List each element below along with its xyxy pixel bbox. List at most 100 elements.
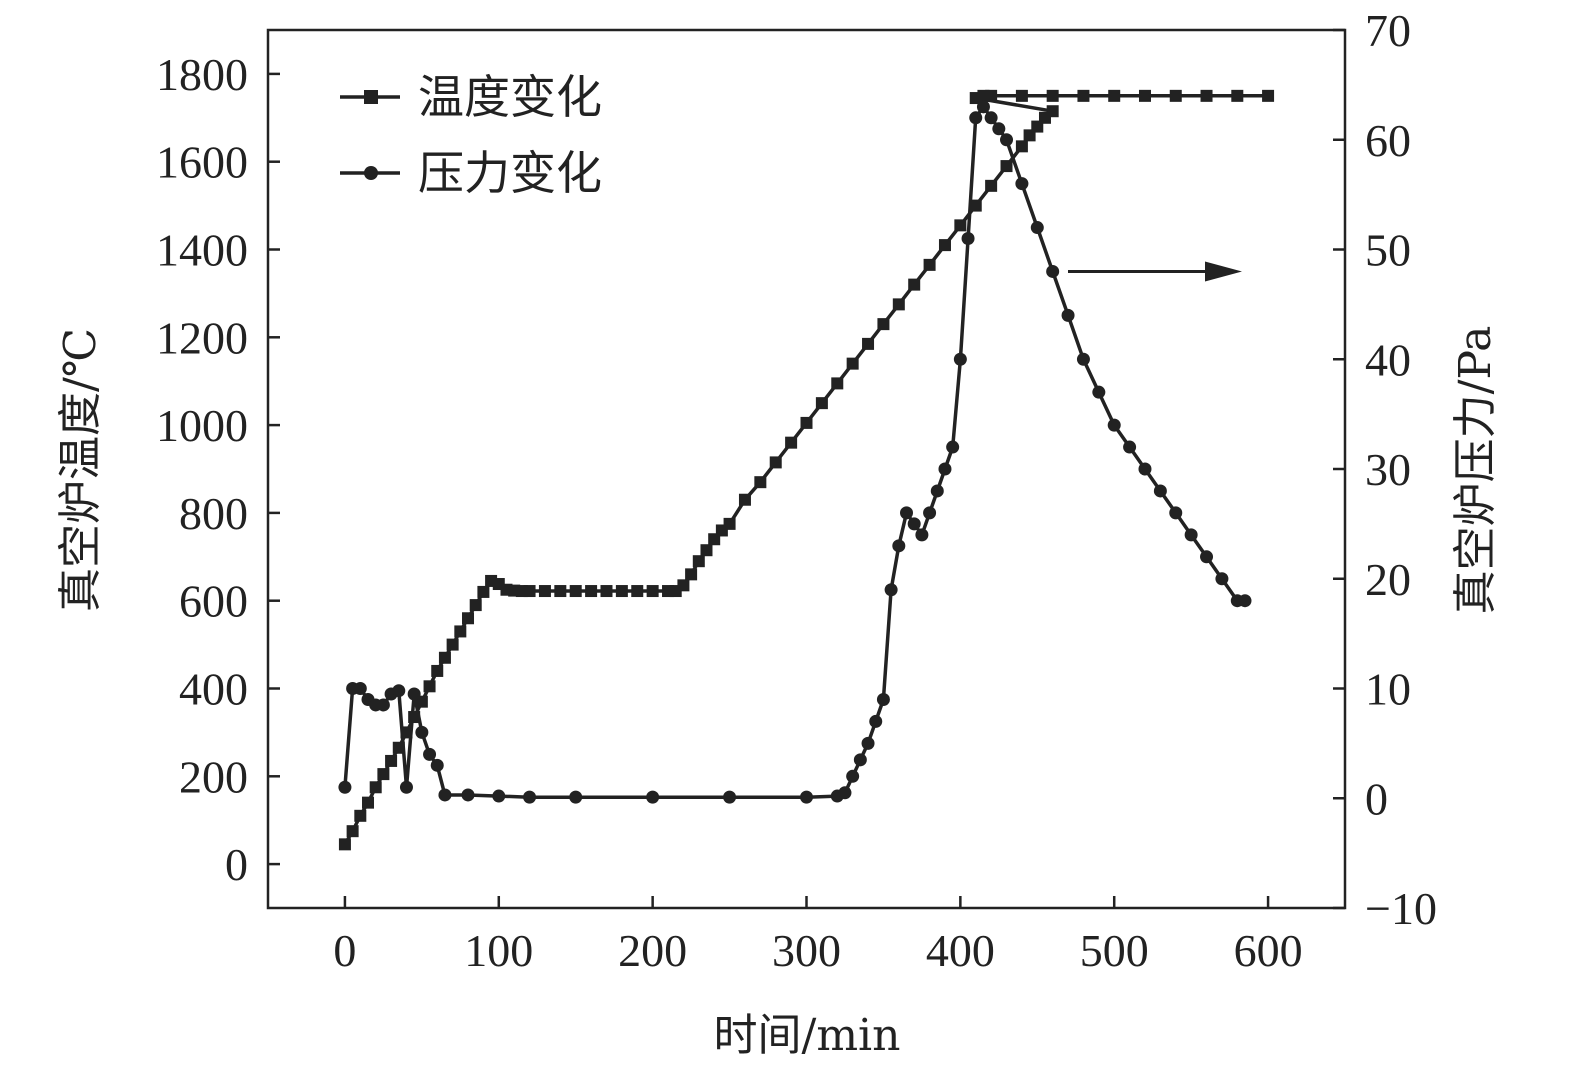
data-point [1030,221,1044,235]
data-point [554,585,567,598]
data-point [785,436,798,449]
data-point [969,199,982,212]
data-point [923,506,937,520]
legend-swatch-marker [364,166,378,180]
data-point [1169,506,1183,520]
data-point [1023,129,1036,142]
data-point [454,625,467,638]
data-point [984,111,998,125]
data-point [1015,140,1028,153]
legend-swatch-marker [364,90,378,104]
data-point [923,258,936,271]
data-point [954,219,967,232]
data-point [423,747,437,761]
x-tick-label: 200 [618,925,687,976]
series-2 [338,100,1252,804]
y-left-tick-label: 1800 [156,49,248,100]
data-point [369,781,382,794]
x-tick-label: 500 [1080,925,1149,976]
data-point [615,585,628,598]
data-point [831,377,844,390]
data-point [853,753,867,767]
y-left-tick-label: 600 [179,576,248,627]
data-point [523,585,536,598]
data-point [915,528,929,542]
data-point [800,416,813,429]
x-tick-label: 400 [926,925,995,976]
data-point [907,517,921,531]
data-point [892,298,905,311]
data-point [1215,572,1229,586]
data-point [900,506,914,520]
y-right-tick-label: 0 [1365,773,1388,824]
data-point [862,337,875,350]
data-point [407,687,421,701]
data-point [861,736,875,750]
data-point [346,825,359,838]
data-point [523,790,537,804]
data-point [338,780,352,794]
data-point [700,544,713,557]
data-point [569,585,582,598]
data-point [677,579,690,592]
y-right-tick-label: 10 [1365,664,1411,715]
y-right-tick-label: 70 [1365,5,1411,56]
data-point [1107,418,1121,432]
data-point [869,714,883,728]
legend-label: 温度变化 [418,70,602,124]
data-point [1231,89,1244,102]
data-point [438,788,452,802]
x-axis: 0 100 200 300 400 500 600 [333,896,1303,976]
data-point [462,612,475,625]
data-point [1077,89,1090,102]
data-point [1015,177,1029,191]
data-point [1238,594,1252,608]
data-point [1262,89,1275,102]
data-point [938,462,952,476]
data-point [723,517,736,530]
data-point [477,585,490,598]
data-point [930,484,944,498]
y-left-axis: 0 200 400 600 800 1000 1200 1400 1600 1800 [156,49,280,890]
data-point [461,788,475,802]
y-left-tick-label: 1400 [156,225,248,276]
data-point [1169,89,1182,102]
y-right-tick-label: 30 [1365,444,1411,495]
y-right-axis: −10 0 10 20 30 40 50 60 70 [1333,5,1437,934]
data-point [646,585,659,598]
data-point [815,397,828,410]
data-point [415,725,429,739]
data-point [1184,528,1198,542]
data-point [469,599,482,612]
data-point [415,695,428,708]
series-1 [338,89,1275,851]
data-point [953,352,967,366]
data-point [492,789,506,803]
y-left-axis-label: 真空炉温度/℃ [55,328,106,612]
data-point [754,476,767,489]
data-point [362,796,375,809]
data-point [538,585,551,598]
y-left-tick-label: 1000 [156,400,248,451]
y-right-tick-label: 20 [1365,554,1411,605]
data-point [877,318,890,331]
data-point [438,651,451,664]
data-point [376,698,390,712]
data-point [392,684,406,698]
data-point [769,456,782,469]
data-point [646,790,660,804]
data-point [884,583,898,597]
data-point [423,680,436,693]
data-point [1015,89,1028,102]
data-point [946,440,960,454]
data-point [508,584,521,597]
data-point [838,786,852,800]
data-point [985,89,998,102]
y-left-tick-label: 1600 [156,137,248,188]
y-left-tick-label: 800 [179,488,248,539]
annotation-arrow [1068,261,1242,282]
y-right-tick-label: 40 [1365,334,1411,385]
legend-label: 压力变化 [418,146,602,200]
legend-item: 温度变化 [340,70,602,124]
